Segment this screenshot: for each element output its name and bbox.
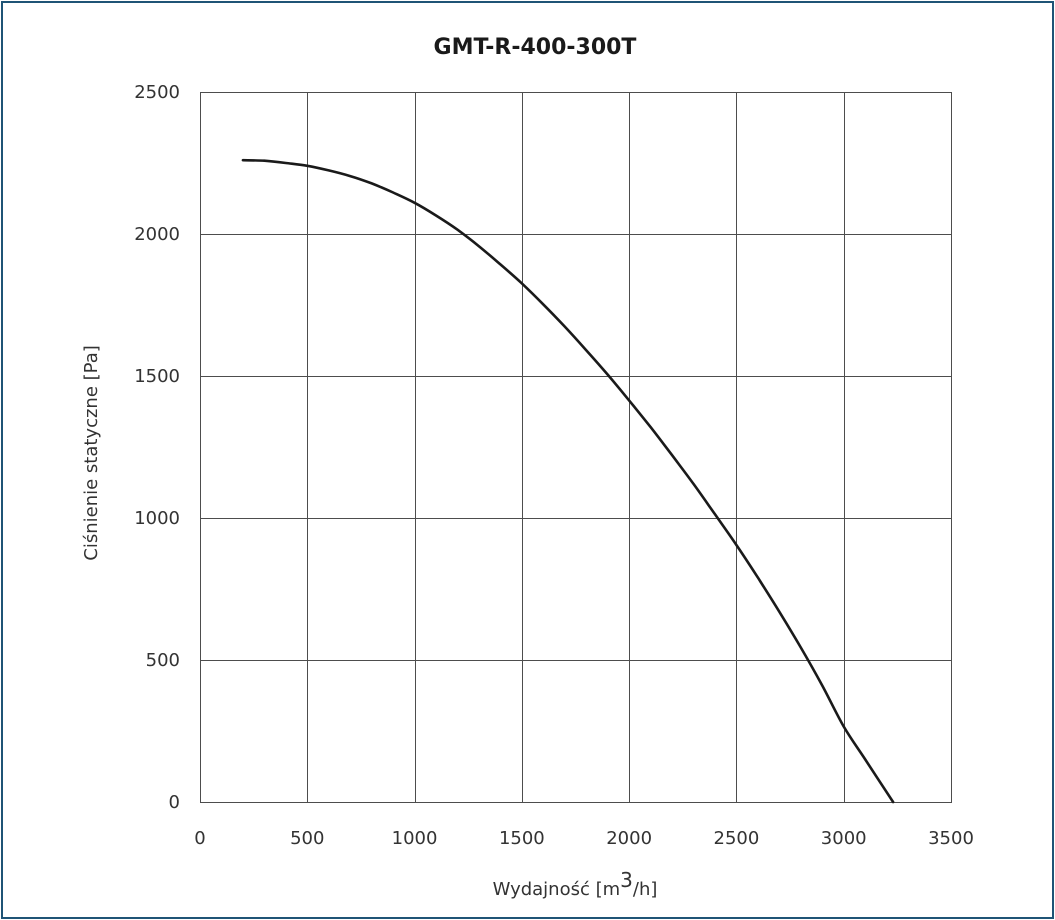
- plot-area-border: [200, 92, 952, 803]
- y-tick-label: 2000: [134, 224, 180, 245]
- x-tick-label: 3500: [928, 828, 974, 849]
- x-axis-label-prefix: Wydajność [m: [493, 879, 621, 900]
- y-tick-label: 500: [146, 650, 180, 671]
- x-tick-label: 1500: [499, 828, 545, 849]
- x-tick-label: 500: [290, 828, 324, 849]
- x-tick-label: 2000: [606, 828, 652, 849]
- x-tick-label: 2500: [714, 828, 760, 849]
- x-axis-ticks: 0 500 1000 1500 2000 2500 3000 3500: [194, 828, 974, 849]
- y-tick-label: 1000: [134, 508, 180, 529]
- grid: [200, 92, 952, 803]
- x-axis-label: Wydajność [m3/h]: [493, 868, 658, 900]
- y-tick-label: 2500: [134, 82, 180, 103]
- x-tick-label: 0: [194, 828, 205, 849]
- y-axis-label: Ciśnienie statyczne [Pa]: [81, 345, 102, 560]
- x-axis-label-superscript: 3: [620, 868, 633, 892]
- x-tick-label: 3000: [821, 828, 867, 849]
- chart-title: GMT-R-400-300T: [434, 35, 637, 60]
- y-tick-label: 0: [169, 792, 180, 813]
- series-line: [241, 158, 895, 804]
- y-axis-ticks: 0 500 1000 1500 2000 2500: [134, 82, 180, 813]
- x-axis-label-suffix: /h]: [633, 879, 658, 900]
- y-tick-label: 1500: [134, 366, 180, 387]
- series-layer: [241, 158, 895, 804]
- x-tick-label: 1000: [392, 828, 438, 849]
